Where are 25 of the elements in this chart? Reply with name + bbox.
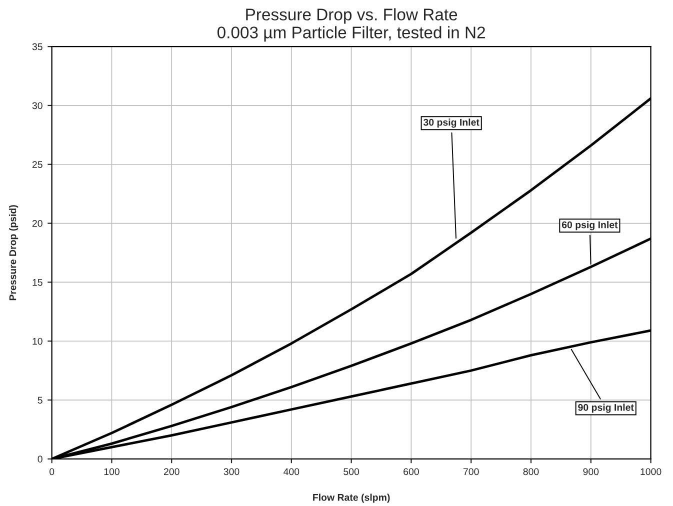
y-tick-label: 20 <box>32 220 42 227</box>
y-tick-label: 30 <box>32 102 42 110</box>
x-tick-label: 1000 <box>640 468 662 476</box>
y-axis-title: Pressure Drop (psid) <box>9 205 18 300</box>
x-tick-label: 400 <box>284 468 300 476</box>
y-tick-label: 5 <box>38 396 42 404</box>
y-tick-label: 35 <box>32 43 42 50</box>
y-tick-label: 10 <box>32 338 42 345</box>
chart-title: Pressure Drop vs. Flow Rate 0.003 µm Particle Filter, tested in N2 <box>217 8 485 42</box>
y-tick-label: 25 <box>32 161 42 168</box>
y-tick-label: 0 <box>38 456 42 463</box>
annotation: 60 psig Inlet <box>562 221 618 230</box>
annotation: 90 psig Inlet <box>578 404 634 413</box>
x-tick-label: 200 <box>164 468 180 476</box>
x-tick-label: 700 <box>463 468 479 476</box>
y-tick-label: 15 <box>32 279 42 286</box>
x-axis-title: Flow Rate (slpm) <box>313 494 390 503</box>
x-tick-label: 0 <box>50 468 54 476</box>
x-tick-label: 600 <box>404 468 419 476</box>
x-tick-label: 500 <box>344 468 360 476</box>
x-tick-label: 300 <box>224 468 240 476</box>
x-tick-label: 900 <box>583 468 599 476</box>
x-tick-label: 100 <box>104 468 120 476</box>
x-tick-label: 800 <box>523 468 539 476</box>
annotation: 30 psig Inlet <box>423 118 480 128</box>
